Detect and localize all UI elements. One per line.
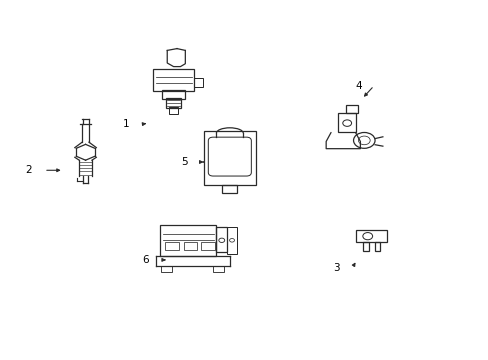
Text: 3: 3: [332, 263, 339, 273]
Bar: [374, 242, 380, 251]
Text: 1: 1: [122, 119, 129, 129]
Bar: [226, 227, 236, 254]
Bar: [362, 242, 368, 251]
Bar: [216, 227, 226, 252]
Text: 6: 6: [142, 255, 149, 265]
Bar: [201, 242, 215, 250]
Bar: [168, 107, 178, 114]
Bar: [183, 242, 197, 250]
Text: 5: 5: [181, 157, 188, 167]
Bar: [162, 90, 185, 99]
Bar: [338, 113, 355, 132]
Bar: [160, 225, 216, 256]
Bar: [356, 230, 386, 242]
Bar: [346, 105, 357, 113]
Bar: [153, 69, 194, 91]
Text: 2: 2: [25, 165, 32, 175]
Bar: [204, 131, 255, 185]
Bar: [194, 78, 203, 87]
Bar: [165, 98, 181, 108]
Text: 4: 4: [354, 81, 361, 91]
Bar: [222, 185, 237, 193]
Bar: [165, 242, 179, 250]
Bar: [161, 266, 172, 272]
Bar: [212, 266, 223, 272]
